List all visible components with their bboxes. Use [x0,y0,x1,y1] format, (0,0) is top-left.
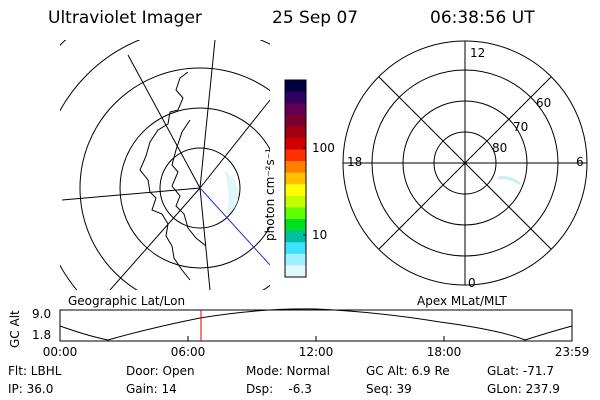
altitude-y-tick-high: 9.0 [32,307,52,321]
lon-line [127,54,201,189]
lat-label-80: 80 [492,141,508,155]
color-bar-segment [285,207,306,220]
color-bar-segment [285,91,306,104]
x-tick-label: 23:59 [554,345,590,359]
lat-circle [79,67,270,290]
color-bar-segment [285,114,306,127]
color-bar-segment [285,80,306,93]
x-tick-label: 06:00 [170,345,206,359]
info-dsp: Dsp: -6.3 [246,382,312,396]
lat-circle [159,147,241,229]
color-bar-segment [285,242,306,255]
aurora-patch [224,170,239,215]
color-bar-unit-label: photon cm⁻²s⁻¹ [263,148,277,241]
x-tick-label: 12:00 [298,345,334,359]
mlt-label-0: 0 [468,276,476,290]
color-bar-segment [285,230,306,243]
x-tick-label: 18:00 [426,345,462,359]
lon-line [199,40,216,189]
color-bar-segment [285,126,306,139]
coastline [171,119,207,247]
altitude-curve [59,308,573,341]
color-bar-segment [285,195,306,208]
color-bar-segment [285,265,306,278]
info-glon: GLon: 237.9 [487,382,560,396]
time-label: 06:38:56 UT [430,8,535,28]
x-tick-label: 00:00 [42,345,78,359]
info-flt: Flt: LBHL [8,364,62,378]
lon-line [61,187,201,201]
color-bar-tick-label-100: 100 [312,141,335,155]
color-bar-segment [285,149,306,162]
info-seq: Seq: 39 [366,382,412,396]
lat-circle [119,107,270,269]
lat-label-70: 70 [513,120,529,134]
right-map-caption: Apex MLat/MLT [417,294,507,308]
lon-line [109,187,201,290]
mlt-label-18: 18 [347,155,363,169]
geographic-map [60,40,270,290]
mlt-label-6: 6 [576,155,584,169]
mlt-line [378,76,552,250]
color-bar-segment [285,161,306,174]
info-mode: Mode: Normal [246,364,330,378]
color-bar-segment [285,103,306,116]
color-bar-segment [285,172,306,185]
left-map-caption: Geographic Lat/Lon [68,294,186,308]
info-ip: IP: 36.0 [8,382,54,396]
app-title: Ultraviolet Imager [48,8,202,28]
color-bar-tick-label-10: 10 [312,228,328,242]
info-door: Door: Open [126,364,195,378]
lon-line-highlight [199,187,270,266]
color-bar [285,80,306,278]
color-bar-segment [285,253,306,266]
date-label: 25 Sep 07 [272,8,359,28]
color-bar-segment [285,137,306,151]
color-bar-segment [285,184,306,197]
info-glat: GLat: -71.7 [487,364,554,378]
info-gain: Gain: 14 [126,382,177,396]
mlt-label-12: 12 [470,46,486,60]
lon-line [199,187,211,290]
aurora-patch [497,176,521,186]
coastline [139,71,191,281]
x-tick-marks [59,336,573,341]
altitude-y-label: GC Alt [8,310,22,348]
info-gcalt: GC Alt: 6.9 Re [366,364,450,378]
color-bar-segment [285,219,306,232]
lon-line [199,99,270,189]
lat-label-60: 60 [536,96,552,110]
color-bar-frame [284,79,307,278]
magnetic-polar-plot [342,40,588,286]
altitude-y-tick-low: 1.8 [32,328,52,342]
altitude-plot [59,308,573,342]
